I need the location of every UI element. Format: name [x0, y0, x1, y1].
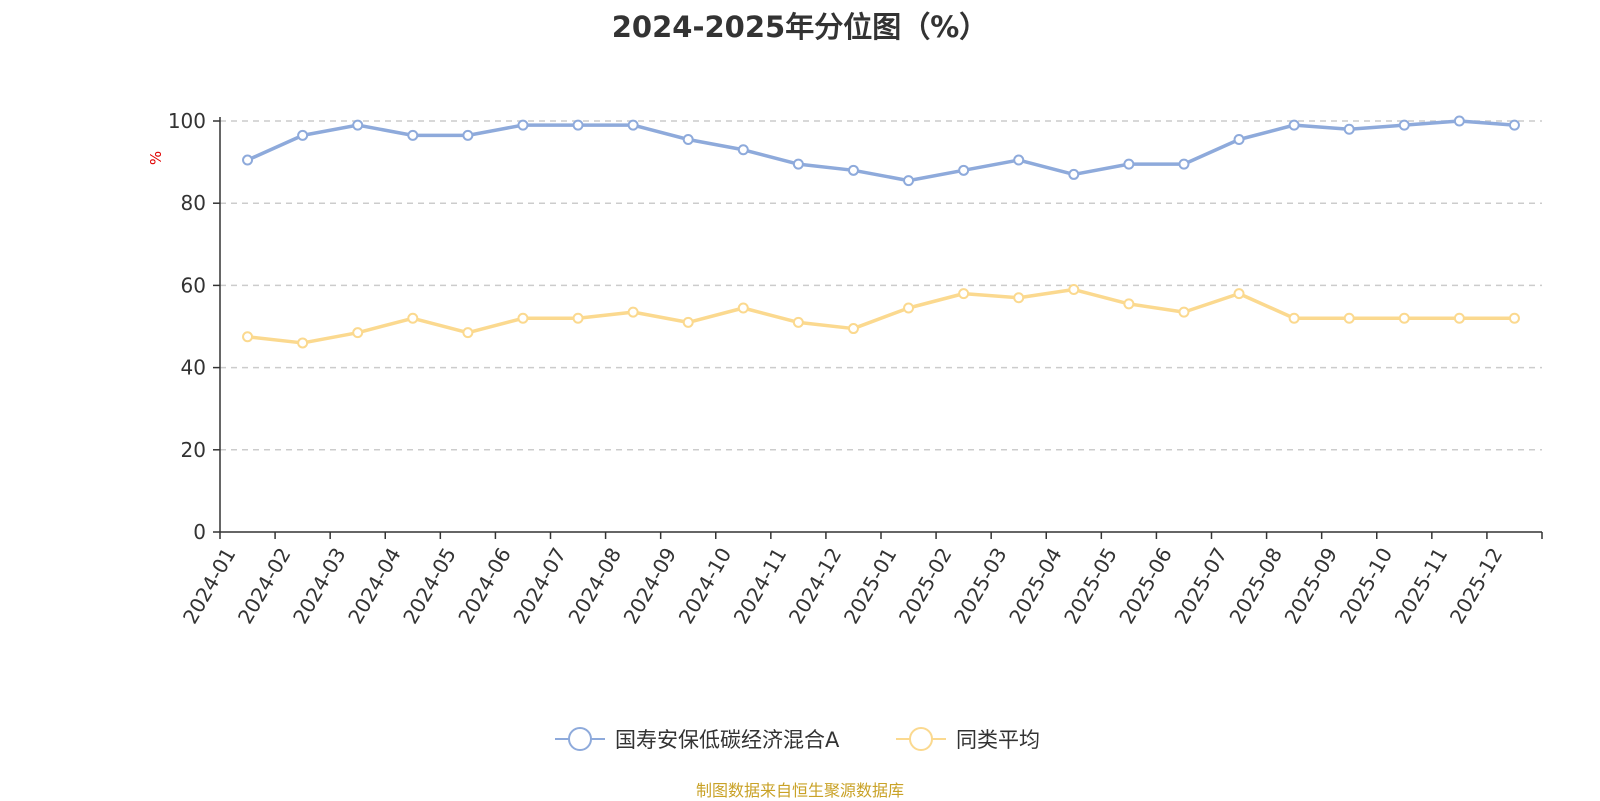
data-point: [1398, 312, 1410, 324]
data-point: [682, 316, 694, 328]
data-point: [572, 119, 584, 131]
data-point: [847, 164, 859, 176]
data-point: [572, 312, 584, 324]
data-point: [1013, 154, 1025, 166]
x-tick-label: 2024-07: [508, 544, 571, 628]
x-tick-label: 2025-08: [1224, 544, 1287, 628]
data-point: [1123, 158, 1135, 170]
data-point: [1508, 119, 1520, 131]
x-tick-label: 2024-06: [453, 544, 516, 628]
x-tick-label: 2024-01: [178, 544, 241, 628]
data-point: [1343, 312, 1355, 324]
series-lines: [242, 115, 1520, 349]
axes: 0 20 40 60 80 100 2024-012024-022024-032024-04…: [168, 109, 1543, 628]
data-point: [847, 323, 859, 335]
data-point: [682, 133, 694, 145]
data-point: [517, 312, 529, 324]
data-point: [1068, 284, 1080, 296]
x-tick-label: 2025-02: [894, 544, 957, 628]
x-tick-label: 2025-07: [1169, 544, 1232, 628]
y-tick-label: 40: [181, 356, 206, 380]
legend: 国寿安保低碳经济混合A 同类平均: [555, 727, 1040, 752]
series-line-2: [247, 287, 1515, 345]
data-point: [1343, 123, 1355, 135]
y-tick-label: 60: [181, 273, 206, 297]
legend-marker-2: [909, 727, 933, 751]
x-tick-label: 2025-03: [949, 544, 1012, 628]
x-tick-label: 2025-01: [839, 544, 902, 628]
legend-marker-1: [568, 727, 592, 751]
data-point: [737, 144, 749, 156]
x-tick-label: 2024-05: [398, 544, 461, 628]
data-point: [1013, 292, 1025, 304]
data-point: [1178, 306, 1190, 318]
data-point: [462, 327, 474, 339]
y-axis-label: %: [147, 151, 165, 165]
data-point: [627, 119, 639, 131]
data-point: [1123, 298, 1135, 310]
x-tick-label: 2024-11: [729, 544, 792, 628]
data-point: [1233, 133, 1245, 145]
x-tick-label: 2024-09: [619, 544, 682, 628]
legend-label-2: 同类平均: [956, 728, 1040, 752]
x-tick-label: 2024-02: [233, 544, 296, 628]
x-tick-label: 2025-05: [1059, 544, 1122, 628]
data-point: [1288, 119, 1300, 131]
x-tick-label: 2024-10: [674, 544, 737, 628]
x-tick-label: 2025-04: [1004, 544, 1067, 628]
legend-label-1: 国寿安保低碳经济混合A: [615, 728, 840, 752]
data-point: [1178, 158, 1190, 170]
y-tick-label: 20: [181, 438, 206, 462]
data-point: [1453, 312, 1465, 324]
data-point: [737, 302, 749, 314]
data-point: [242, 154, 254, 166]
data-point: [792, 158, 804, 170]
data-point: [242, 331, 254, 343]
x-tick-label: 2025-09: [1280, 544, 1343, 628]
x-tick-label: 2025-11: [1390, 544, 1453, 628]
series-line-1: [246, 119, 1515, 183]
data-point: [462, 129, 474, 141]
data-point: [1233, 288, 1245, 300]
y-tick-label: 100: [168, 109, 206, 133]
data-point: [792, 316, 804, 328]
data-point: [352, 327, 364, 339]
x-tick-label: 2025-12: [1445, 544, 1508, 628]
x-tick-label: 2024-08: [563, 544, 626, 628]
data-point: [352, 119, 364, 131]
source-note: 制图数据来自恒生聚源数据库: [695, 781, 904, 800]
data-point: [407, 129, 419, 141]
data-point: [1508, 312, 1520, 324]
chart-title: 2024-2025年分位图（%）: [611, 10, 989, 44]
data-point: [1288, 312, 1300, 324]
data-point: [903, 175, 915, 187]
data-point: [1068, 168, 1080, 180]
data-point: [297, 129, 309, 141]
y-tick-label: 0: [193, 520, 206, 544]
x-tick-label: 2024-04: [343, 544, 406, 628]
data-point: [517, 119, 529, 131]
grid-lines: [220, 120, 1542, 451]
data-point: [1398, 119, 1410, 131]
data-point: [297, 337, 309, 349]
data-point: [1453, 115, 1465, 127]
data-point: [958, 164, 970, 176]
x-tick-label: 2024-12: [784, 544, 847, 628]
data-point: [958, 288, 970, 300]
data-point: [627, 306, 639, 318]
x-tick-label: 2025-06: [1114, 544, 1177, 628]
data-point: [903, 302, 915, 314]
x-tick-label: 2024-03: [288, 544, 351, 628]
x-tick-label: 2025-10: [1335, 544, 1398, 628]
data-point: [407, 312, 419, 324]
y-tick-label: 80: [181, 191, 206, 215]
